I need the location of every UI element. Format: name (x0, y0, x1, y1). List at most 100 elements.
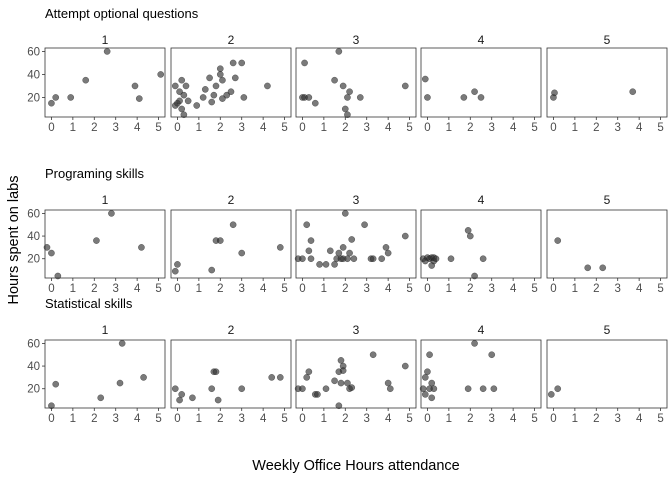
facet-row-title: Attempt optional questions (45, 6, 199, 21)
x-tick-label: 3 (489, 122, 495, 134)
data-point (547, 391, 555, 398)
x-tick-label: 4 (260, 413, 267, 425)
y-tick-label: 40 (27, 231, 40, 243)
data-point (135, 95, 143, 102)
data-point (401, 232, 409, 240)
data-point (348, 384, 356, 391)
data-point (471, 340, 478, 347)
data-point (171, 385, 179, 393)
data-point (138, 244, 145, 251)
x-tick-label: 2 (467, 122, 473, 134)
data-point (108, 210, 115, 217)
data-point (201, 86, 209, 93)
data-point (419, 385, 427, 393)
data-point (238, 385, 246, 393)
data-point (229, 59, 237, 67)
data-point (348, 236, 356, 243)
x-tick-label: 0 (550, 283, 556, 295)
x-tick-label: 2 (91, 122, 97, 134)
data-point (344, 94, 351, 101)
facet-panel: 2 0 1 2 3 4 5 (170, 193, 292, 295)
data-point (344, 111, 351, 119)
data-point (369, 255, 377, 263)
data-point (341, 210, 349, 217)
x-tick-label: 3 (615, 413, 621, 425)
data-point (43, 244, 51, 251)
facet-panel: 1 0 1 2 3 4 5 20 40 60 (27, 193, 166, 295)
x-tick-label: 2 (342, 413, 348, 425)
data-point (307, 237, 315, 244)
x-tick-label: 5 (657, 122, 663, 134)
data-point (479, 385, 487, 393)
x-tick-label: 3 (113, 413, 119, 425)
data-point (554, 385, 562, 393)
x-tick-label: 5 (281, 413, 287, 425)
x-tick-label: 4 (385, 413, 392, 425)
facet-strip-label: 1 (102, 33, 109, 47)
x-tick-label: 1 (196, 122, 202, 134)
x-tick-label: 2 (342, 283, 348, 295)
data-point (178, 76, 186, 84)
x-tick-label: 1 (572, 122, 578, 134)
data-point (238, 59, 246, 67)
data-point (356, 94, 364, 101)
data-point (131, 82, 139, 90)
x-tick-label: 1 (446, 283, 452, 295)
x-tick-label: 4 (636, 283, 643, 295)
facet-panel: 3 0 1 2 3 4 5 (294, 323, 417, 425)
panel-frame (44, 47, 166, 118)
facet-panel: 5 0 1 2 3 4 5 (546, 323, 668, 425)
data-point (341, 105, 349, 113)
data-point (206, 74, 213, 82)
x-tick-label: 5 (281, 283, 287, 295)
data-point (176, 97, 183, 105)
x-tick-label: 4 (134, 283, 141, 295)
data-point (322, 261, 330, 268)
data-point (97, 394, 105, 402)
data-point (208, 98, 216, 106)
x-tick-label: 5 (657, 413, 663, 425)
panel-frame (546, 209, 668, 279)
panel-frame (170, 339, 292, 409)
data-point (212, 368, 220, 376)
x-tick-label: 4 (134, 122, 141, 134)
data-point (424, 368, 431, 376)
data-point (464, 227, 472, 234)
panel-frame (295, 209, 417, 279)
data-point (180, 111, 188, 119)
facet-panel: 3 0 1 2 3 4 5 (294, 193, 417, 295)
data-point (384, 379, 392, 387)
data-point (227, 88, 235, 96)
facet-strip-label: 5 (604, 193, 611, 207)
data-point (584, 264, 592, 272)
facet-panel: 4 0 1 2 3 4 5 (420, 33, 542, 134)
x-tick-label: 5 (657, 283, 663, 295)
x-tick-label: 0 (48, 413, 54, 425)
y-tick-label: 60 (27, 338, 40, 350)
panel-frame (295, 339, 417, 409)
data-point (421, 391, 429, 398)
facet-strip-label: 1 (102, 323, 109, 337)
x-tick-label: 4 (636, 413, 643, 425)
data-point (171, 267, 179, 275)
data-point (67, 94, 75, 101)
data-point (231, 74, 239, 82)
facet-panel: 4 0 1 2 3 4 5 (419, 323, 542, 425)
data-point (82, 76, 90, 84)
data-point (182, 82, 190, 90)
x-tick-label: 4 (510, 283, 517, 295)
x-tick-label: 1 (196, 413, 202, 425)
x-tick-label: 0 (299, 413, 305, 425)
facet-row-title: Statistical skills (45, 296, 133, 311)
data-point (174, 261, 181, 268)
data-point (331, 76, 338, 84)
data-point (369, 351, 377, 359)
x-tick-label: 1 (321, 413, 327, 425)
data-point (479, 255, 487, 263)
data-point (276, 374, 284, 381)
x-tick-label: 1 (572, 413, 578, 425)
x-tick-label: 5 (531, 283, 537, 295)
